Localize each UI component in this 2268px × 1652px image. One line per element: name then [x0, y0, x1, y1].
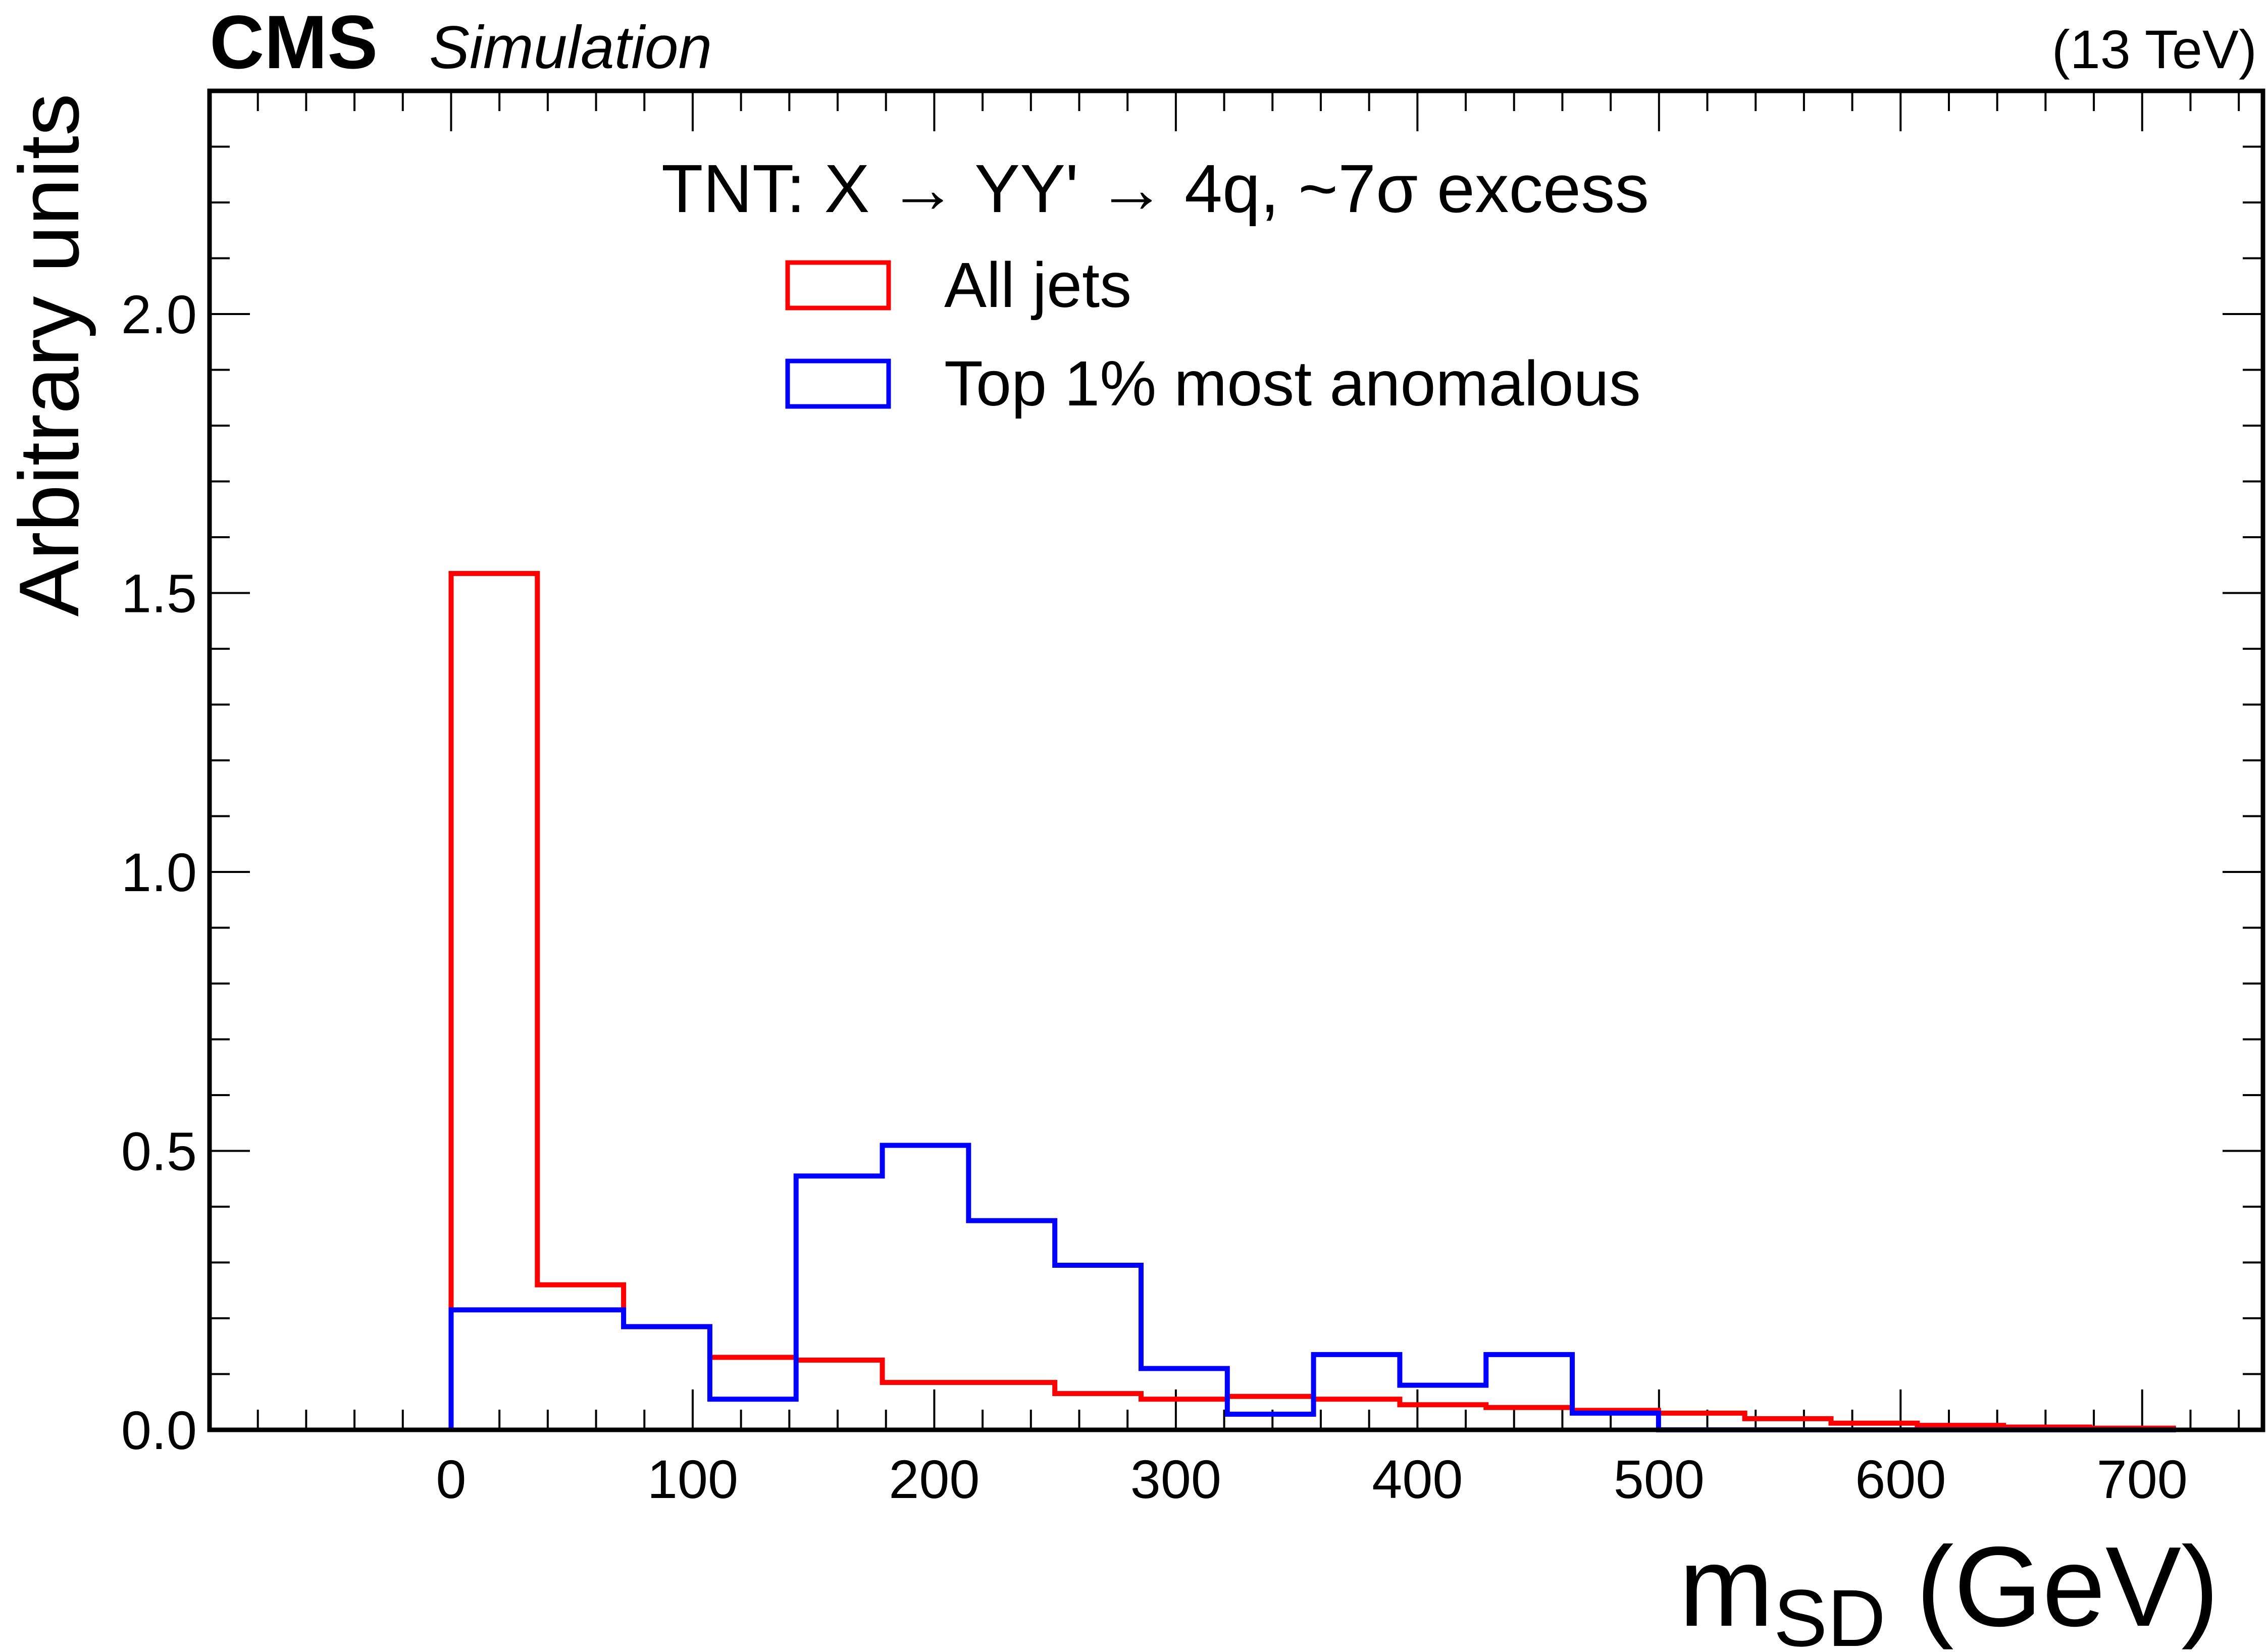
histogram-bin: [710, 1399, 796, 1430]
histogram-bin: [883, 1382, 969, 1430]
histogram-bin: [796, 1176, 883, 1430]
energy-label: (13 TeV): [2052, 19, 2257, 80]
x-tick-label: 400: [1372, 1449, 1463, 1510]
x-axis-label-main: m: [1679, 1523, 1773, 1650]
histogram-bin: [624, 1327, 710, 1430]
series-all-jets: [448, 571, 2176, 1431]
histogram-bin: [1141, 1399, 1227, 1430]
histogram-series: [448, 571, 2176, 1432]
x-axis-label-unit: (GeV): [1916, 1523, 2219, 1650]
legend-label: All jets: [944, 249, 1131, 321]
experiment-label: CMS: [210, 0, 378, 84]
histogram-bin: [1486, 1355, 1572, 1430]
legend: All jets Top 1% most anomalous: [785, 249, 1641, 419]
histogram-bin: [883, 1145, 969, 1430]
x-tick-label: 300: [1130, 1449, 1221, 1510]
plot-frame: [207, 88, 2265, 1432]
y-tick-label: 0.0: [121, 1400, 197, 1461]
y-tick-label: 0.5: [121, 1121, 197, 1182]
y-tick-label: 1.5: [121, 563, 197, 624]
x-tick-label: 100: [647, 1449, 738, 1510]
histogram-bin: [1055, 1265, 1141, 1430]
histogram-bin: [1486, 1408, 1572, 1430]
histogram-bin: [1314, 1355, 1400, 1430]
histogram-bin: [710, 1357, 796, 1430]
histogram-bin: [1400, 1405, 1486, 1430]
x-axis-label: mSD (GeV): [1679, 1523, 2219, 1652]
histogram-bin: [1314, 1399, 1400, 1430]
histogram-bin: [968, 1382, 1055, 1430]
y-tick-label: 2.0: [121, 284, 197, 345]
histogram-bin: [537, 1310, 624, 1430]
status-label: Simulation: [429, 14, 712, 81]
x-tick-label: 0: [436, 1449, 466, 1510]
histogram-bin: [451, 1310, 537, 1430]
histogram-bin: [796, 1360, 883, 1430]
legend-swatch: [785, 260, 891, 311]
legend-header: TNT: X → YY' → 4q, ~7σ excess: [661, 150, 1649, 227]
x-axis-label-sub: SD: [1774, 1573, 1886, 1652]
y-axis-label: Arbitrary units: [2, 93, 96, 616]
x-tick-label: 500: [1614, 1449, 1705, 1510]
histogram-bin: [624, 1327, 710, 1430]
histogram-bin: [537, 1285, 624, 1430]
x-tick-label: 200: [889, 1449, 980, 1510]
histogram-bin: [1400, 1385, 1486, 1430]
histogram-bin: [968, 1221, 1055, 1430]
y-tick-label: 1.0: [121, 842, 197, 903]
axis-ticks: [210, 90, 2263, 1431]
x-tick-label: 700: [2097, 1449, 2188, 1510]
series-top-anomalous: [448, 1143, 2176, 1432]
axis-tick-labels: 0 100 200 300 400 500 600 700 0.0 0.5 1.0 1.5 2.0: [121, 284, 2188, 1510]
legend-label: Top 1% most anomalous: [944, 348, 1641, 419]
x-tick-label: 600: [1855, 1449, 1946, 1510]
histogram-bin: [451, 574, 537, 1430]
legend-swatch: [785, 358, 891, 409]
